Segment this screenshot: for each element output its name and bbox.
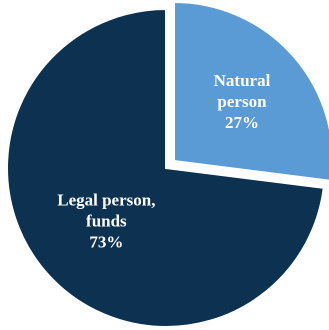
pie-slice-natural-person: [173, 0, 329, 182]
data-label-value: 73%: [89, 233, 123, 252]
data-label-line: person: [217, 92, 267, 111]
data-label-natural-person: Natural person 27%: [214, 71, 271, 132]
data-label-line: Legal person,: [57, 191, 155, 210]
data-label-legal-person-funds: Legal person, funds 73%: [57, 191, 155, 252]
data-label-line: funds: [86, 212, 127, 231]
data-label-line: Natural: [214, 71, 271, 90]
data-label-value: 27%: [225, 113, 259, 132]
pie-slice-legal-person-funds: [6, 7, 325, 328]
